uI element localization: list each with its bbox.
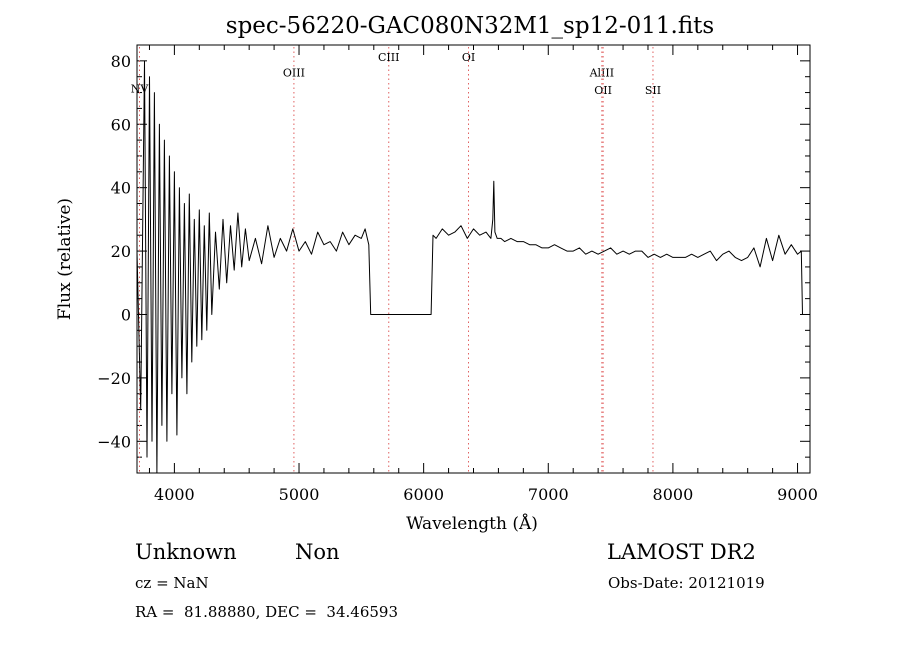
y-tick-label: −40 xyxy=(97,432,131,451)
spectrum-line xyxy=(136,60,803,474)
spectrum-series xyxy=(136,60,803,474)
coordinates: RA = 81.88880, DEC = 34.46593 xyxy=(135,603,399,621)
y-tick-label: 0 xyxy=(121,305,131,324)
y-tick-label: 40 xyxy=(111,179,131,198)
x-axis-label: Wavelength (Å) xyxy=(406,513,538,534)
chart-title: spec-56220-GAC080N32M1_sp12-011.fits xyxy=(226,13,714,39)
line-marker-label: OIII xyxy=(283,67,305,80)
x-tick-label: 5000 xyxy=(279,485,320,504)
obs-date: Obs-Date: 20121019 xyxy=(608,574,765,592)
y-axis-label: Flux (relative) xyxy=(55,198,75,320)
y-tick-label: 60 xyxy=(111,115,131,134)
x-tick-label: 8000 xyxy=(653,485,694,504)
x-tick-label: 4000 xyxy=(154,485,195,504)
x-tick-label: 6000 xyxy=(403,485,444,504)
survey-name: LAMOST DR2 xyxy=(607,540,756,564)
line-marker-label: CIII xyxy=(378,51,399,64)
class-label: Unknown xyxy=(135,540,237,564)
line-marker-label: OI xyxy=(462,51,475,64)
line-marker-label: OII xyxy=(594,84,612,97)
y-tick-label: 20 xyxy=(111,242,131,261)
line-marker-label: NV xyxy=(131,83,150,96)
y-tick-label: −20 xyxy=(97,369,131,388)
subclass-label: Non xyxy=(295,540,340,564)
line-marker-label: SII xyxy=(645,84,661,97)
x-tick-label: 7000 xyxy=(528,485,569,504)
y-tick-label: 80 xyxy=(111,52,131,71)
plot-frame xyxy=(136,44,811,474)
line-marker-label: AlIII xyxy=(589,67,615,80)
cz-value: cz = NaN xyxy=(135,574,209,592)
x-tick-label: 9000 xyxy=(777,485,818,504)
axis-ticks: 4000 5000 6000 7000 8000 9000 −40 −20 0 20 40 60 80 xyxy=(97,44,818,504)
